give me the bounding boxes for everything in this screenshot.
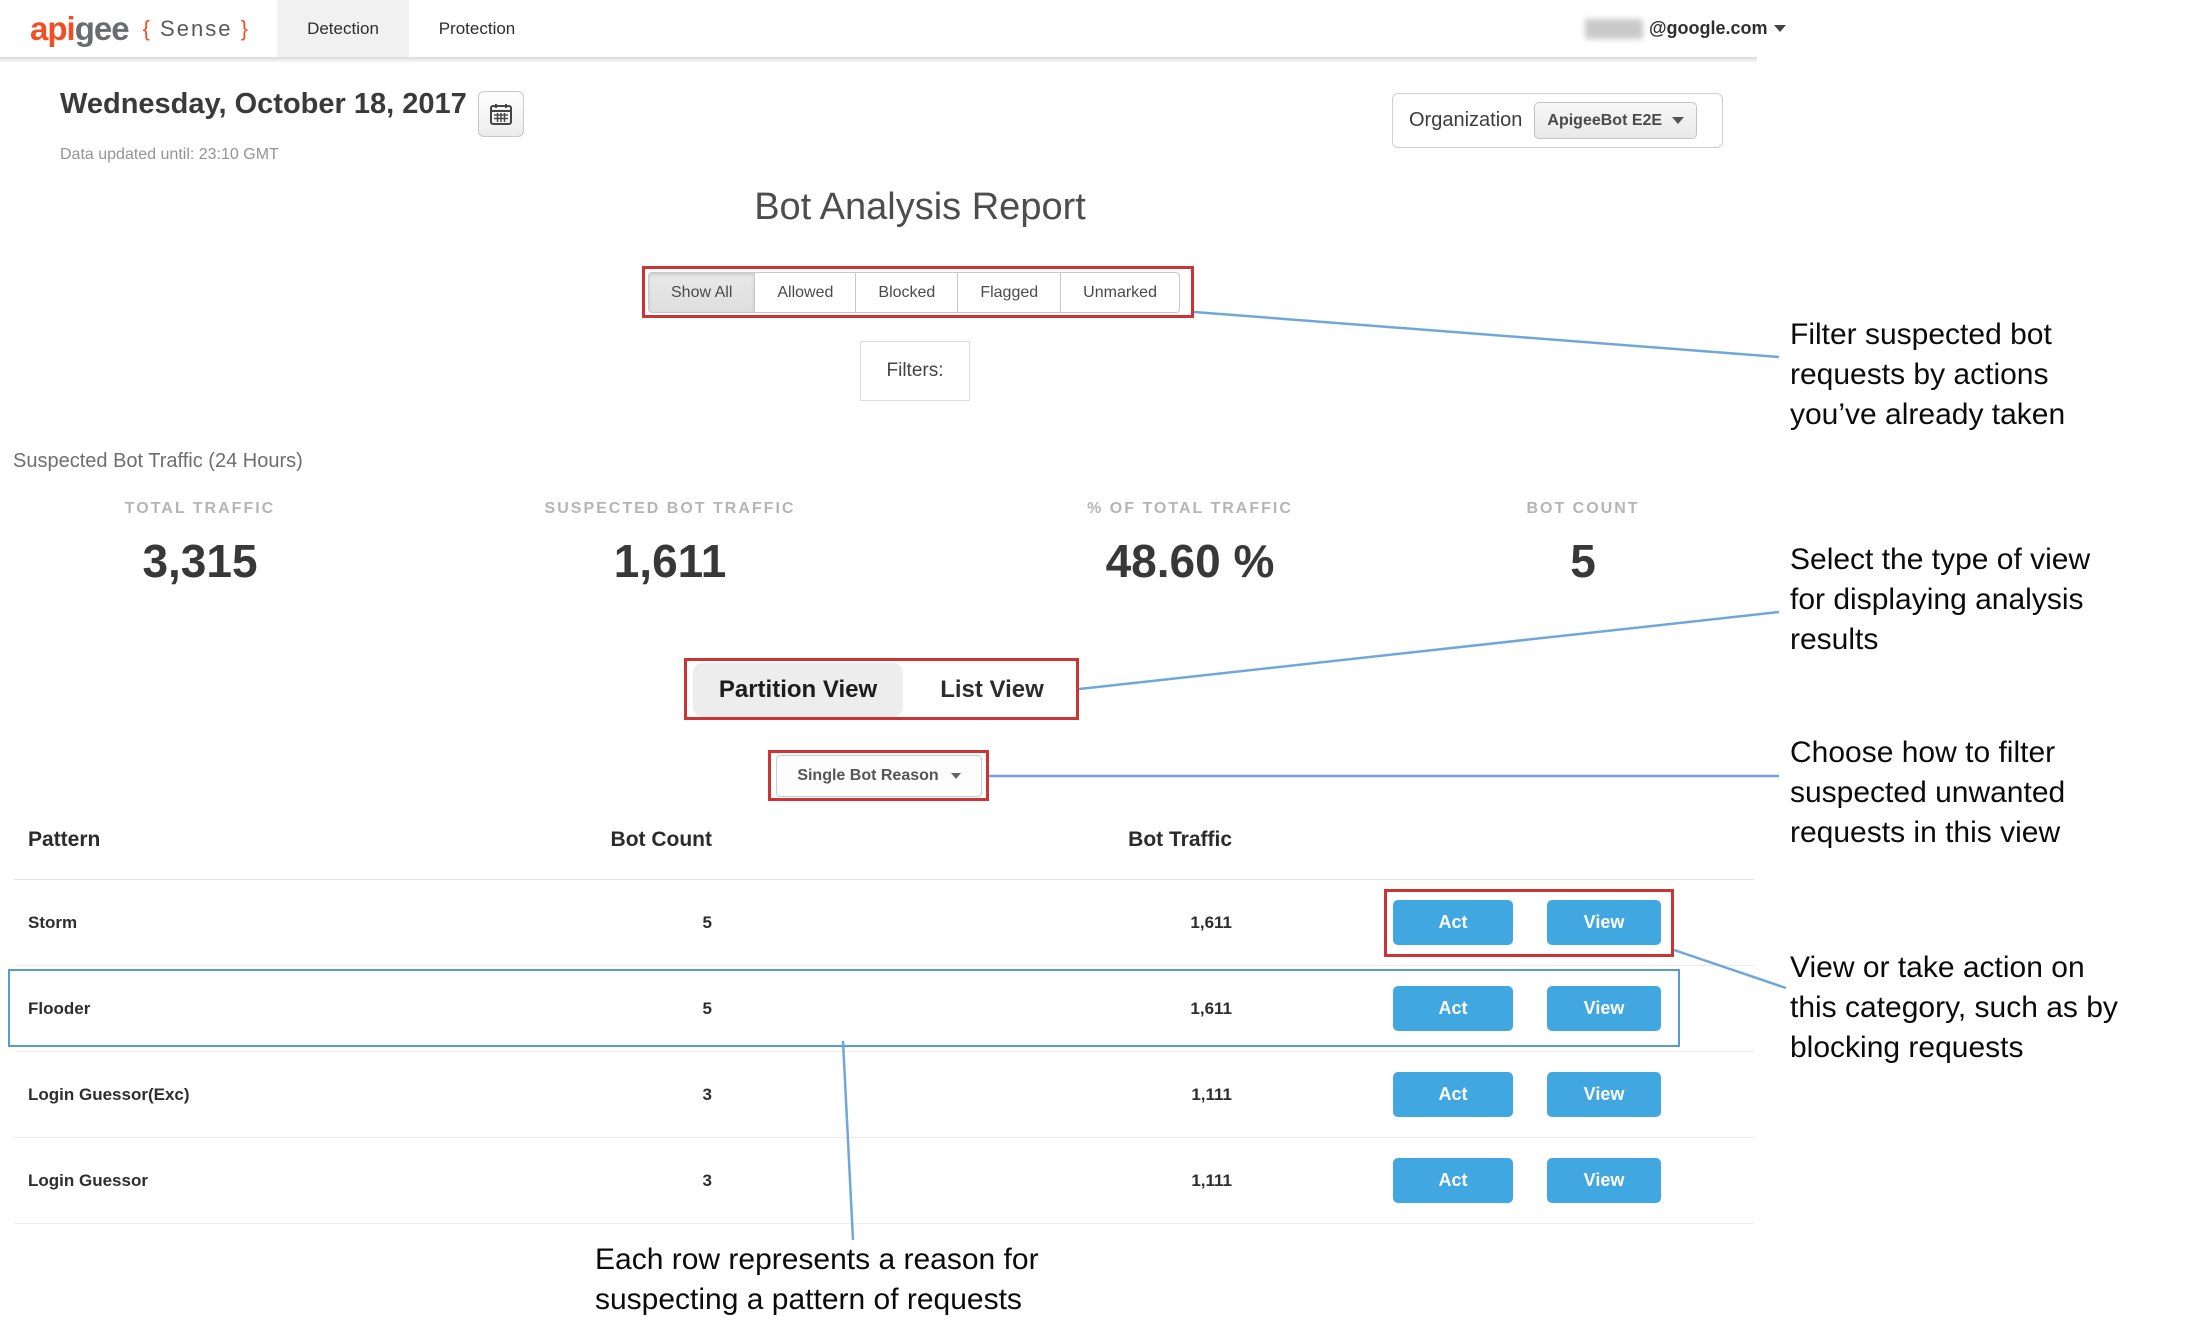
apigee-sense-logo: api gee { Sense } [30,0,250,57]
caret-down-icon [950,773,961,779]
section-label: Suspected Bot Traffic (24 Hours) [13,450,303,472]
column-header-bot-count: Bot Count [610,828,712,851]
organization-box: Organization ApigeeBot E2E [1392,93,1723,148]
nav-divider [0,57,1757,63]
tab-protection[interactable]: Protection [438,19,516,38]
filters-box: Filters: [860,341,970,401]
logo-api-text: api [30,9,76,47]
report-date: Wednesday, October 18, 2017 [60,88,467,120]
calendar-icon [490,104,512,125]
view-button[interactable]: View [1547,986,1661,1031]
filter-blocked[interactable]: Blocked [856,272,959,313]
bot-count-value: 5 [702,999,712,1018]
stat-label: TOTAL TRAFFIC [124,500,276,517]
act-button[interactable]: Act [1393,1072,1513,1117]
annotation-view-type: Select the type of view for displaying a… [1790,543,2091,656]
stat-total-traffic: TOTAL TRAFFIC 3,315 [0,500,400,588]
organization-value: ApigeeBot E2E [1547,111,1663,129]
table-row: Flooder 5 1,611 Act View [14,966,1754,1052]
toggle-list-view[interactable]: List View [940,676,1044,703]
column-header-bot-traffic: Bot Traffic [1128,828,1232,851]
table-row: Login Guessor 3 1,111 Act View [14,1138,1754,1224]
stat-value: 1,611 [613,535,727,587]
bot-reason-dropdown[interactable]: Single Bot Reason [776,755,982,797]
page-title: Bot Analysis Report [754,186,1086,228]
annotation-row-reason: Each row represents a reason for suspect… [595,1243,1039,1316]
filter-allowed[interactable]: Allowed [755,272,857,313]
table-row: Login Guessor(Exc) 3 1,111 Act View [14,1052,1754,1138]
act-button[interactable]: Act [1393,1158,1513,1203]
bot-count-value: 5 [702,913,712,932]
bot-traffic-value: 1,611 [1190,913,1232,932]
logo-gee-text: gee [74,9,130,47]
stat-label: SUSPECTED BOT TRAFFIC [544,500,796,517]
bot-traffic-value: 1,111 [1191,1085,1232,1104]
bot-reason-value: Single Bot Reason [797,767,939,784]
annotation-take-action: View or take action on this category, su… [1790,951,2118,1064]
calendar-button[interactable] [478,91,524,137]
user-email-label: @google.com [1649,18,1768,38]
stat-value: 3,315 [142,535,258,587]
tab-detection[interactable]: Detection [277,0,409,57]
view-button[interactable]: View [1547,900,1661,945]
data-updated-text: Data updated until: 23:10 GMT [60,146,279,163]
stat-value: 48.60 % [1105,535,1275,587]
pattern-name: Login Guessor [28,1171,148,1190]
action-filter-group: Show All Allowed Blocked Flagged Unmarke… [648,272,1180,313]
filter-flagged[interactable]: Flagged [958,272,1062,313]
bot-traffic-value: 1,111 [1191,1171,1232,1190]
column-header-pattern: Pattern [28,828,101,851]
toggle-partition-view[interactable]: Partition View [693,663,903,717]
user-menu[interactable]: @google.com [1585,0,1786,57]
view-button[interactable]: View [1547,1072,1661,1117]
table-row: Storm 5 1,611 Act View [14,880,1754,966]
table-header: Pattern Bot Count Bot Traffic [14,828,1754,880]
stat-label: BOT COUNT [1526,500,1640,517]
logo-sense-text: { Sense } [142,15,250,41]
bot-count-value: 3 [702,1085,712,1104]
stat-bot-count: BOT COUNT 5 [1383,500,1783,588]
filter-unmarked[interactable]: Unmarked [1061,272,1180,313]
pattern-name: Storm [28,913,78,932]
bot-traffic-value: 1,611 [1190,999,1232,1018]
organization-label: Organization [1409,109,1523,131]
organization-dropdown[interactable]: ApigeeBot E2E [1534,102,1698,139]
bot-count-value: 3 [702,1171,712,1190]
user-name-redacted [1585,18,1643,39]
filter-show-all[interactable]: Show All [648,272,756,313]
stat-suspected-bot-traffic: SUSPECTED BOT TRAFFIC 1,611 [470,500,870,588]
annotation-choose-filter: Choose how to filter suspected unwanted … [1790,736,2066,849]
caret-down-icon [1773,25,1786,32]
act-button[interactable]: Act [1393,986,1513,1031]
stat-value: 5 [1570,535,1596,587]
annotation-filter-actions: Filter suspected bot requests by actions… [1790,318,2066,431]
pattern-name: Login Guessor(Exc) [28,1085,190,1104]
pattern-name: Flooder [28,999,91,1018]
view-button[interactable]: View [1547,1158,1661,1203]
stat-label: % OF TOTAL TRAFFIC [1087,500,1293,517]
caret-down-icon [1672,117,1685,124]
act-button[interactable]: Act [1393,900,1513,945]
stat-percent-total-traffic: % OF TOTAL TRAFFIC 48.60 % [990,500,1390,588]
top-nav: api gee { Sense } Detection Protection @g… [0,0,2208,57]
